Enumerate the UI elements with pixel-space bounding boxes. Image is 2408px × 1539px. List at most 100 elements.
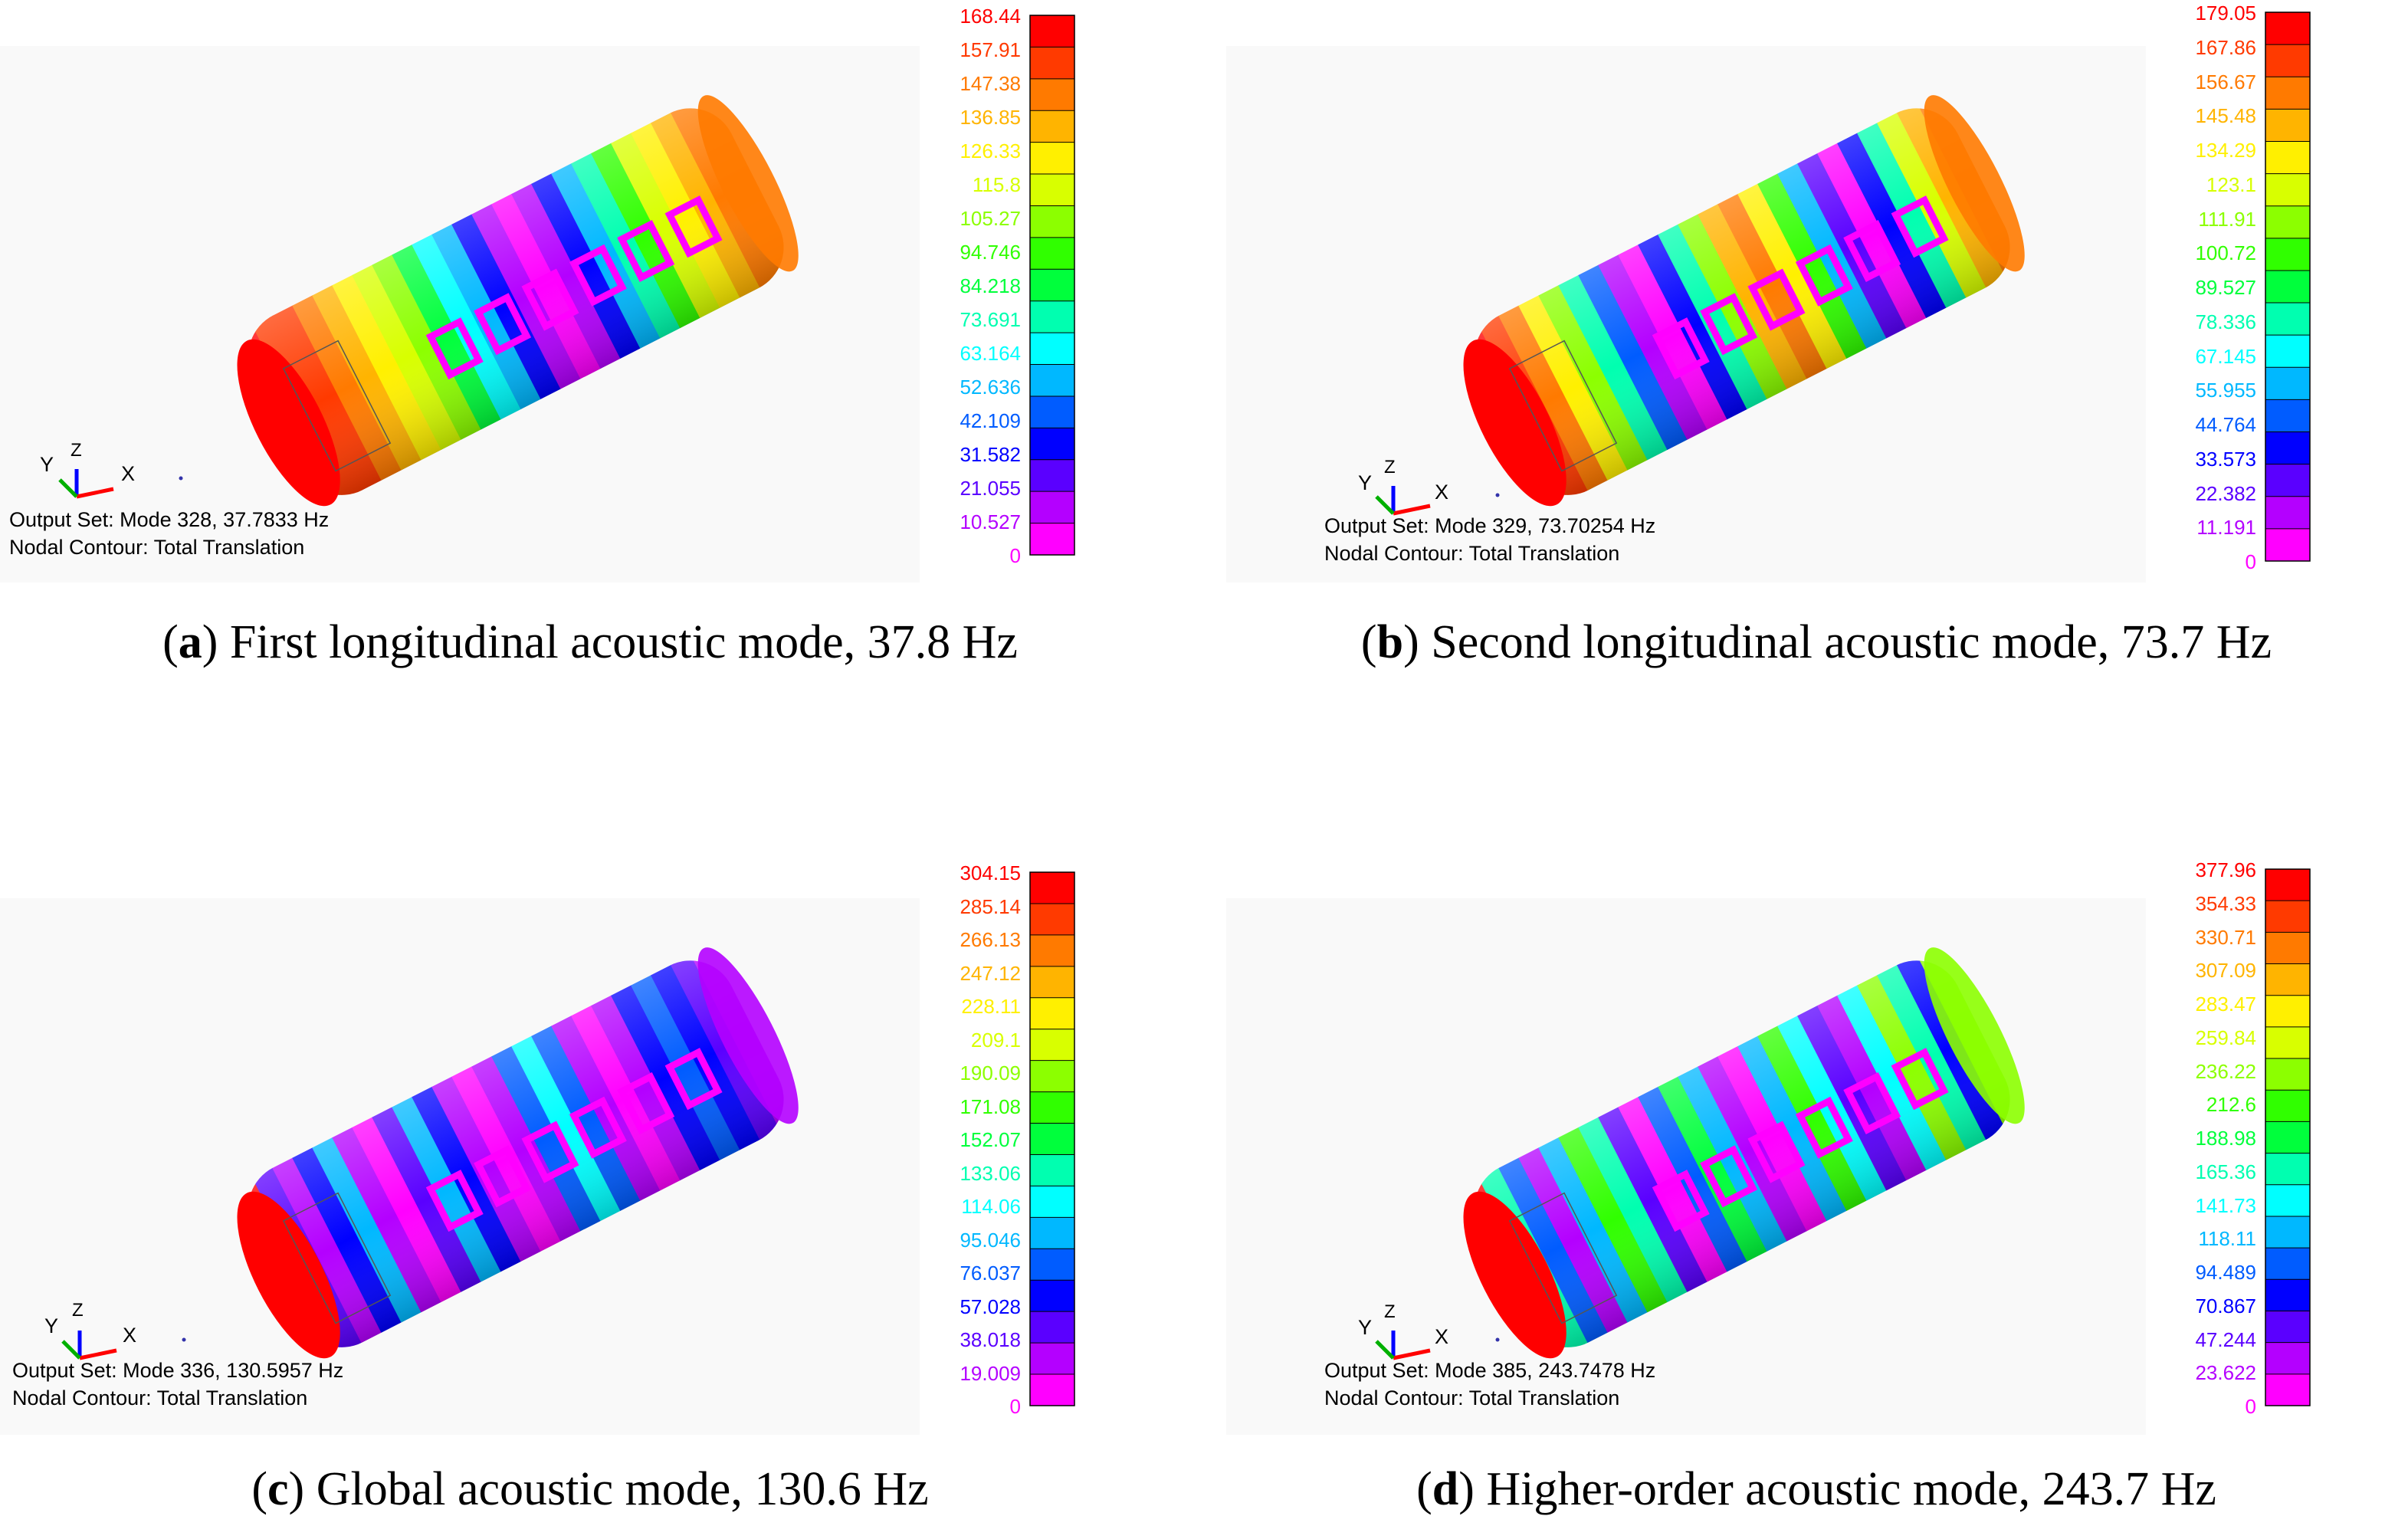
y-axis-arrow	[61, 1340, 81, 1360]
legend-value: 19.009	[960, 1361, 1021, 1385]
legend-swatch	[2265, 496, 2310, 530]
legend-value: 133.06	[960, 1161, 1021, 1185]
output-set-label: Output Set: Mode 328, 37.7833 Hz	[9, 508, 330, 531]
legend-value: 190.09	[960, 1062, 1021, 1085]
legend-value: 70.867	[2195, 1294, 2256, 1318]
legend-swatch	[2265, 335, 2310, 368]
origin-dot	[1495, 493, 1500, 497]
legend-value: 84.218	[960, 274, 1021, 297]
axis-z-label: Z	[71, 440, 82, 461]
shading-overlay	[248, 108, 784, 495]
shading-overlay	[248, 960, 784, 1347]
legend-value: 259.84	[2195, 1025, 2256, 1049]
legend-value: 141.73	[2195, 1193, 2256, 1217]
legend-swatch	[2265, 1153, 2310, 1186]
window-frame	[521, 1121, 579, 1183]
window-frame	[1843, 219, 1901, 283]
color-legend	[2265, 11, 2311, 562]
legend-swatch	[1030, 1311, 1074, 1344]
legend-value: 134.29	[2195, 139, 2256, 162]
caption-text: Higher-order acoustic mode, 243.7 Hz	[1486, 1463, 2216, 1515]
axis-x-label: X	[121, 462, 136, 485]
legend-value: 55.955	[2195, 379, 2256, 402]
window-frame	[1891, 195, 1949, 258]
legend-swatch	[1030, 78, 1074, 111]
legend-swatch	[2265, 1090, 2310, 1122]
y-axis-arrow	[1375, 495, 1395, 515]
window-frame	[1891, 1048, 1949, 1111]
fuselage-model	[1458, 944, 2026, 1363]
legend-swatch	[1030, 1154, 1074, 1186]
legend-swatch	[2265, 399, 2310, 433]
window-frame	[617, 1071, 675, 1135]
legend-swatch	[2265, 869, 2310, 901]
contour-label: Nodal Contour: Total Translation	[12, 1386, 308, 1409]
legend-value: 111.91	[2198, 207, 2256, 231]
legend-swatch	[1030, 300, 1074, 333]
legend-value: 165.36	[2195, 1160, 2256, 1183]
legend-value: 118.11	[2198, 1227, 2256, 1251]
legend-value: 63.164	[960, 342, 1021, 365]
legend-swatch	[2265, 1026, 2310, 1059]
legend-value: 167.86	[2195, 35, 2256, 59]
x-axis-arrow	[79, 1348, 117, 1360]
legend-swatch	[1030, 872, 1074, 904]
legend-swatch	[2265, 205, 2310, 239]
legend-swatch	[2265, 1279, 2310, 1311]
legend-value: 78.336	[2195, 310, 2256, 333]
axis-y-label: Y	[1358, 471, 1373, 494]
mode-render	[1226, 868, 2311, 1435]
legend-swatch	[1030, 1060, 1074, 1093]
legend-value: 330.71	[2195, 925, 2256, 949]
legend-value: 136.85	[960, 106, 1021, 129]
legend-swatch	[1030, 395, 1074, 428]
caption-text: Second longitudinal acoustic mode, 73.7 …	[1431, 616, 2272, 668]
legend-swatch	[2265, 995, 2310, 1028]
caption-text: Global acoustic mode, 130.6 Hz	[316, 1463, 929, 1515]
legend-swatch	[1030, 174, 1074, 206]
legend-value: 377.96	[2195, 858, 2256, 881]
window-frame	[521, 268, 579, 331]
legend-swatch	[2265, 432, 2310, 465]
axis-x-label: X	[1435, 1325, 1449, 1348]
end-cap	[697, 947, 799, 1124]
legend-value: 304.15	[960, 861, 1021, 884]
legend-swatch	[2265, 303, 2310, 336]
legend-swatch	[2265, 109, 2310, 142]
output-set-label: Output Set: Mode 336, 130.5957 Hz	[12, 1359, 344, 1382]
fuselage-model	[1458, 92, 2026, 511]
mode-render	[1226, 11, 2311, 582]
legend-value: 266.13	[960, 928, 1021, 951]
legend-swatch	[1030, 205, 1074, 238]
legend-value: 126.33	[960, 139, 1021, 162]
axis-triad	[1375, 486, 1500, 516]
shading-overlay	[1475, 108, 2010, 495]
color-legend	[2265, 868, 2311, 1406]
legend-swatch	[1030, 269, 1074, 302]
legend-swatch	[2265, 1058, 2310, 1091]
legend-value: 307.09	[2195, 959, 2256, 983]
legend-value: 0	[2245, 550, 2256, 573]
axis-triad	[1375, 1331, 1500, 1360]
end-cap	[697, 95, 799, 272]
window-frame	[1652, 317, 1710, 380]
legend-swatch	[1030, 1217, 1074, 1249]
caption: (d) Higher-order acoustic mode, 243.7 Hz	[1416, 1463, 2216, 1515]
legend-swatch	[1030, 1186, 1074, 1218]
shading-overlay	[1475, 960, 2010, 1347]
origin-dot	[1495, 1337, 1500, 1342]
legend-value: 236.22	[2195, 1059, 2256, 1083]
front-bulkhead	[1463, 1191, 1567, 1359]
legend-value: 57.028	[960, 1295, 1021, 1318]
front-bulkhead	[1463, 339, 1567, 507]
color-legend	[1029, 871, 1075, 1406]
window-frame	[1747, 268, 1806, 331]
origin-dot	[182, 1337, 186, 1342]
window-frame	[1747, 1121, 1806, 1183]
legend-swatch	[1030, 903, 1074, 936]
window-frame	[1843, 1071, 1901, 1135]
legend-swatch	[1030, 459, 1074, 492]
legend-value: 21.055	[960, 477, 1021, 500]
legend-value: 0	[1009, 544, 1021, 567]
legend-value: 285.14	[960, 894, 1021, 918]
